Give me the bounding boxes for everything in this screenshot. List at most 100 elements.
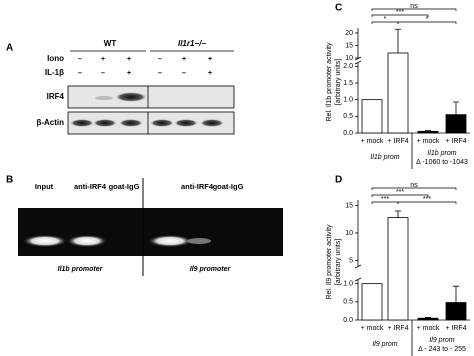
y-tick-label: 10 xyxy=(345,230,353,237)
y-tick-label: 20 xyxy=(345,30,353,37)
sign: + xyxy=(127,56,131,63)
lane-label: goat-IgG xyxy=(213,182,244,191)
group-label: Il1b prom xyxy=(427,150,456,157)
y-tick-label: 1.5 xyxy=(343,80,353,87)
gel-band xyxy=(187,238,211,244)
x-tick-label: + IRF4 xyxy=(387,138,408,145)
sign: – xyxy=(182,70,186,77)
significance-label: *** xyxy=(381,196,389,203)
sign: – xyxy=(78,56,82,63)
sign: + xyxy=(127,70,131,77)
bar xyxy=(387,217,409,321)
error-bar xyxy=(453,101,459,115)
axis-break xyxy=(354,277,362,282)
y-tick-label: 0.5 xyxy=(343,299,353,306)
x-tick-label: + mock xyxy=(417,325,440,332)
blot-label: β-Actin xyxy=(36,118,64,127)
bar xyxy=(445,114,467,134)
sign: – xyxy=(101,70,105,77)
sign: – xyxy=(158,70,162,77)
gel-band xyxy=(148,235,192,247)
gel xyxy=(18,208,283,256)
group-label: Δ -1060 to -1043 xyxy=(416,159,468,166)
lane-label: goat-IgG xyxy=(109,182,140,191)
y-axis-title: [arbitrary units] xyxy=(335,59,342,105)
y-tick-label: 0.0 xyxy=(343,317,353,324)
group-label: Il1b prom xyxy=(370,154,399,161)
axis-break xyxy=(354,60,362,65)
significance-bracket xyxy=(371,187,457,190)
lane-label: anti-IRF4 xyxy=(181,182,214,191)
bar xyxy=(417,317,439,321)
gel-caption: Il9 promoter xyxy=(190,266,232,273)
blot xyxy=(67,85,235,109)
significance-bracket xyxy=(397,21,457,24)
gel-band xyxy=(67,235,107,247)
group-label: Il1r1−/− xyxy=(178,39,206,48)
significance-bracket xyxy=(371,194,429,197)
y-tick-label: 15 xyxy=(345,42,353,49)
significance-label: *** xyxy=(423,196,431,203)
x-tick-label: + IRF4 xyxy=(445,138,466,145)
group-label: Δ - 243 to - 255 xyxy=(418,346,466,353)
significance-label: * xyxy=(384,16,387,23)
y-tick-label: 15 xyxy=(345,202,353,209)
x-tick-label: + mock xyxy=(361,325,384,332)
y-tick-label: 5 xyxy=(349,257,353,264)
gel-caption: Il1b promoter xyxy=(58,266,104,273)
lane-label: Input xyxy=(35,182,54,191)
significance-bracket xyxy=(371,14,429,17)
sign: + xyxy=(208,56,212,63)
axis-break xyxy=(354,264,362,269)
y-tick-label: 0.0 xyxy=(343,130,353,137)
panel-letter: B xyxy=(6,175,13,186)
sign: – xyxy=(158,56,162,63)
significance-label: *** xyxy=(396,189,404,196)
bar xyxy=(445,302,467,321)
y-axis-title: [arbitrary units] xyxy=(335,239,342,285)
lane-label: anti-IRF4 xyxy=(74,182,107,191)
blot-band xyxy=(115,92,147,102)
group-label: Il9 prom xyxy=(372,341,397,348)
significance-label: *** xyxy=(396,9,404,16)
panel-letter: D xyxy=(335,175,342,186)
significance-label: ns xyxy=(410,3,418,10)
bar xyxy=(387,52,409,134)
row-label: IL-1β xyxy=(45,68,64,77)
sign: + xyxy=(182,56,186,63)
y-tick-label: 1.0 xyxy=(343,280,353,287)
panel-letter: A xyxy=(6,43,13,54)
y-axis-title: Rel. Il9 promoter activity xyxy=(326,224,333,300)
gel-band xyxy=(23,235,67,247)
error-bar xyxy=(425,317,431,319)
y-tick-label: 10 xyxy=(345,55,353,62)
sign: – xyxy=(78,70,82,77)
x-tick-label: + mock xyxy=(417,138,440,145)
x-tick-label: + IRF4 xyxy=(387,325,408,332)
axis-break xyxy=(354,56,362,61)
error-bar xyxy=(395,210,401,218)
x-tick-label: + IRF4 xyxy=(445,325,466,332)
significance-bracket xyxy=(397,201,457,204)
bar xyxy=(361,283,383,321)
y-tick-label: 2.0 xyxy=(343,63,353,70)
sign: + xyxy=(101,56,105,63)
blot-band xyxy=(95,96,113,100)
panel-letter: C xyxy=(335,3,342,14)
x-tick-label: + mock xyxy=(361,138,384,145)
actin-bands xyxy=(70,119,224,127)
error-bar xyxy=(453,285,459,303)
bar xyxy=(417,130,439,134)
y-axis-title: Rel. Il1b promoter activity xyxy=(326,42,333,121)
error-bar xyxy=(395,28,401,53)
row-label: Iono xyxy=(47,54,64,63)
error-bar xyxy=(425,130,431,132)
significance-label: * xyxy=(426,16,429,23)
y-tick-label: 1.0 xyxy=(343,97,353,104)
bar xyxy=(361,99,383,134)
blot-label: IRF4 xyxy=(47,92,65,101)
group-label: WT xyxy=(104,39,117,48)
significance-bracket xyxy=(371,8,457,11)
group-label: Il9 prom xyxy=(429,337,454,344)
